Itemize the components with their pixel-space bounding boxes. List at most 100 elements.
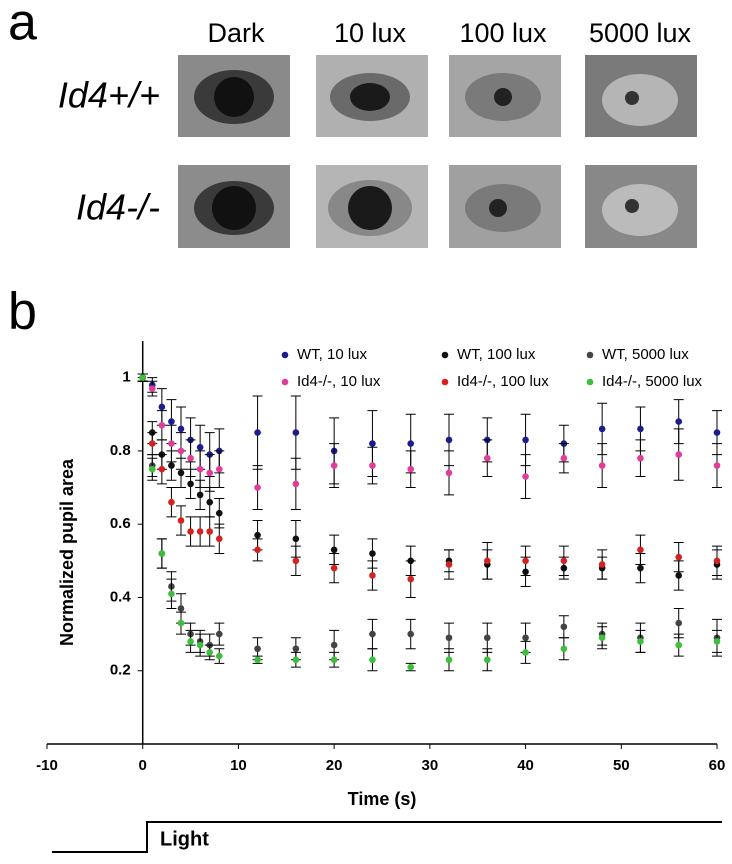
x-tick-label: 40 <box>517 757 534 774</box>
point <box>522 557 529 565</box>
y-tick-label: 0.2 <box>110 662 131 679</box>
point <box>158 421 166 429</box>
point <box>560 623 568 631</box>
x-tick-label: 30 <box>422 757 439 774</box>
point <box>675 572 683 579</box>
point <box>254 656 261 664</box>
row-label: Id4-/- <box>76 187 160 228</box>
y-tick-label: 1 <box>122 369 130 386</box>
point <box>177 605 185 612</box>
point <box>292 429 300 436</box>
point <box>483 454 491 462</box>
point <box>598 561 606 568</box>
chart: -10 0 10 20 30 40 50 60 0.2 0.4 0.6 0.8 1 Time (s) Nor… <box>36 341 725 809</box>
legend-marker <box>281 351 289 359</box>
panel-label: a <box>8 0 37 52</box>
point <box>148 465 156 473</box>
point <box>445 656 453 664</box>
y-tick-label: 0.8 <box>110 442 131 459</box>
point <box>330 641 338 649</box>
point <box>187 638 194 645</box>
point <box>598 425 606 433</box>
point <box>560 557 568 565</box>
point <box>168 462 175 469</box>
point <box>215 535 223 543</box>
point <box>330 656 338 664</box>
point <box>445 436 453 444</box>
point <box>675 641 683 649</box>
point <box>637 546 644 554</box>
y-axis-label: Normalized pupil area <box>57 458 77 646</box>
point <box>522 634 529 642</box>
point <box>675 418 683 425</box>
point <box>206 498 214 506</box>
legend-marker <box>441 378 449 386</box>
point <box>407 465 415 473</box>
point <box>254 546 261 554</box>
point <box>369 440 376 447</box>
point <box>598 462 606 469</box>
point <box>560 454 568 462</box>
point <box>292 557 300 565</box>
point <box>330 564 338 572</box>
panel-label: b <box>8 283 37 341</box>
point <box>637 564 644 572</box>
point <box>206 649 214 656</box>
x-tick-label: 50 <box>613 757 630 774</box>
point <box>177 469 185 477</box>
x-tick-label: -10 <box>36 757 58 774</box>
point <box>369 572 376 579</box>
point <box>177 425 185 433</box>
point <box>187 480 194 488</box>
point <box>330 546 338 554</box>
point <box>369 656 376 664</box>
point <box>148 440 156 447</box>
point <box>407 630 415 638</box>
point <box>196 443 204 451</box>
point <box>187 454 194 462</box>
x-tick-label: 60 <box>709 757 726 774</box>
point <box>177 517 185 524</box>
column-header: 5000 lux <box>589 18 692 48</box>
point <box>187 528 194 535</box>
point <box>196 465 204 473</box>
point <box>675 451 683 458</box>
point <box>713 557 721 565</box>
light-step <box>52 821 722 853</box>
legend-label: Id4-/-, 100 lux <box>457 373 549 390</box>
point <box>637 638 644 645</box>
point <box>196 528 204 535</box>
eye-photos <box>178 55 697 248</box>
point <box>215 630 223 638</box>
legend-label: WT, 10 lux <box>297 346 368 363</box>
point <box>407 575 415 583</box>
point <box>369 630 376 638</box>
point <box>215 465 223 473</box>
point <box>675 619 683 627</box>
legend-marker <box>281 378 289 386</box>
legend-marker <box>586 351 594 359</box>
x-tick-label: 10 <box>230 757 247 774</box>
column-header: Dark <box>207 18 265 48</box>
legend-label: WT, 5000 lux <box>602 346 689 363</box>
point <box>206 528 214 535</box>
point <box>168 590 175 598</box>
point <box>196 641 204 649</box>
point <box>168 440 175 447</box>
x-tick-label: 0 <box>139 757 147 774</box>
point <box>158 550 166 557</box>
point <box>675 553 683 561</box>
point <box>407 663 415 671</box>
point <box>713 429 721 436</box>
point <box>158 465 166 473</box>
point <box>254 645 261 653</box>
point <box>215 652 223 660</box>
point <box>713 638 721 645</box>
y-tick-label: 0.4 <box>110 588 132 605</box>
x-tick-label: 20 <box>326 757 343 774</box>
point <box>292 645 300 653</box>
point <box>483 557 491 565</box>
point <box>215 509 223 517</box>
point <box>445 561 453 568</box>
point <box>206 469 214 477</box>
